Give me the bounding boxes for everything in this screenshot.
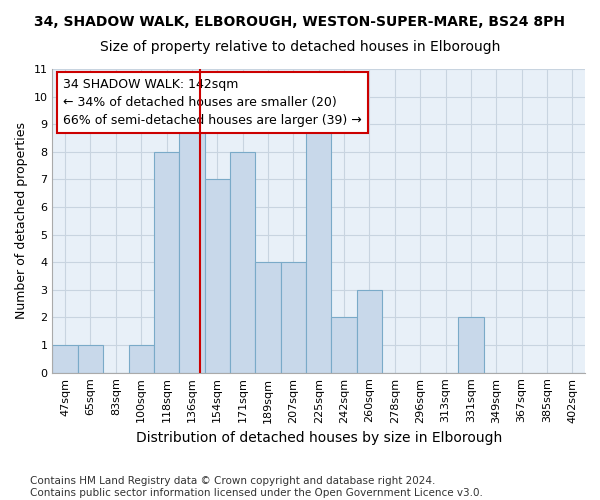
Text: Contains HM Land Registry data © Crown copyright and database right 2024.
Contai: Contains HM Land Registry data © Crown c… — [30, 476, 483, 498]
X-axis label: Distribution of detached houses by size in Elborough: Distribution of detached houses by size … — [136, 431, 502, 445]
Bar — [78, 345, 103, 372]
Bar — [52, 345, 78, 372]
Bar — [179, 124, 205, 372]
Bar — [357, 290, 382, 372]
Y-axis label: Number of detached properties: Number of detached properties — [15, 122, 28, 320]
Text: Size of property relative to detached houses in Elborough: Size of property relative to detached ho… — [100, 40, 500, 54]
Bar — [154, 152, 179, 372]
Bar — [281, 262, 306, 372]
Bar — [331, 318, 357, 372]
Bar — [128, 345, 154, 372]
Bar — [458, 318, 484, 372]
Bar — [205, 180, 230, 372]
Bar — [230, 152, 256, 372]
Bar — [306, 124, 331, 372]
Text: 34, SHADOW WALK, ELBOROUGH, WESTON-SUPER-MARE, BS24 8PH: 34, SHADOW WALK, ELBOROUGH, WESTON-SUPER… — [35, 15, 566, 29]
Bar — [256, 262, 281, 372]
Text: 34 SHADOW WALK: 142sqm
← 34% of detached houses are smaller (20)
66% of semi-det: 34 SHADOW WALK: 142sqm ← 34% of detached… — [63, 78, 362, 127]
